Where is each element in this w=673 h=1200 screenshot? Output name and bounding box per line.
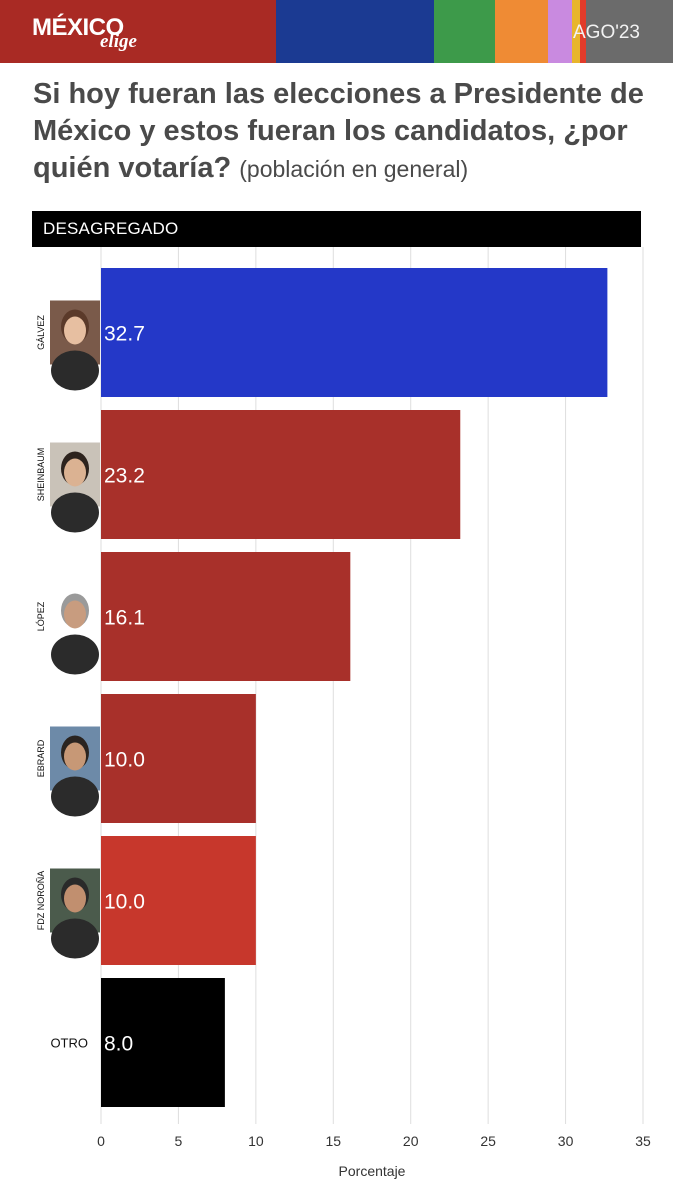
bar-chart: 0 5 10 15 20 25 30 35 Porcentaje 32.7 GÁLVEZ 23.2 SH…: [36, 247, 651, 1179]
category-label: OTRO: [50, 1036, 88, 1051]
x-axis-label: Porcentaje: [339, 1163, 406, 1179]
noroña-photo-icon: [50, 868, 100, 959]
candidate-name-label: LÓPEZ: [36, 601, 46, 631]
top-color-bar: MÉXICO elige AGO'23: [0, 0, 673, 63]
x-tick-label: 20: [403, 1133, 419, 1149]
section-header: DESAGREGADO: [32, 211, 641, 247]
color-stripe: [495, 0, 548, 63]
color-stripe: [572, 0, 580, 63]
candidate-name-label: FDZ NOROÑA: [36, 871, 46, 931]
x-tick-label: 10: [248, 1133, 264, 1149]
color-stripe: [434, 0, 495, 63]
photo-face: [64, 316, 86, 345]
date-label: AGO'23: [573, 22, 640, 43]
ebrard-photo-icon: [50, 726, 100, 817]
candidate-name-label: GÁLVEZ: [36, 315, 46, 350]
bar-value-label: 10.0: [104, 749, 145, 772]
section-label: DESAGREGADO: [43, 219, 179, 238]
headline-question: Si hoy fueran las elecciones a President…: [33, 78, 644, 184]
logo-subtitle: elige: [100, 31, 137, 52]
color-stripe: [0, 0, 276, 63]
bar: [101, 410, 461, 539]
bar-value-label: 10.0: [104, 891, 145, 914]
galvez-photo-icon: [50, 300, 100, 391]
sheinbaum-photo-icon: [50, 442, 100, 533]
bar: [101, 694, 256, 823]
page-title: Si hoy fueran las elecciones a President…: [33, 76, 653, 188]
x-tick-label: 15: [325, 1133, 341, 1149]
x-tick-label: 0: [97, 1133, 105, 1149]
bar-value-label: 23.2: [104, 465, 145, 488]
photo-face: [64, 600, 86, 629]
photo-shoulders: [51, 350, 99, 391]
photo-shoulders: [51, 634, 99, 675]
color-stripe: [580, 0, 586, 63]
bar: [101, 552, 351, 681]
photo-face: [64, 742, 86, 771]
bar-value-label: 32.7: [104, 323, 145, 346]
x-tick-label: 5: [175, 1133, 183, 1149]
photo-shoulders: [51, 492, 99, 533]
bar-value-label: 16.1: [104, 607, 145, 630]
bar: [101, 978, 225, 1107]
photo-shoulders: [51, 918, 99, 959]
bar-value-label: 8.0: [104, 1033, 133, 1056]
color-stripe: [276, 0, 434, 63]
headline-subtitle: (población en general): [239, 156, 469, 182]
bar: [101, 836, 256, 965]
logo-title: MÉXICO: [32, 14, 124, 41]
color-stripe: [586, 0, 673, 63]
x-tick-label: 25: [480, 1133, 496, 1149]
lopez-photo-icon: [50, 584, 100, 675]
photo-shoulders: [51, 776, 99, 817]
candidate-name-label: EBRARD: [36, 739, 46, 777]
bar: [101, 268, 608, 397]
x-tick-label: 35: [635, 1133, 651, 1149]
candidate-name-label: SHEINBAUM: [36, 448, 46, 502]
color-stripe: [548, 0, 572, 63]
photo-face: [64, 458, 86, 487]
photo-face: [64, 884, 86, 913]
x-tick-label: 30: [558, 1133, 574, 1149]
